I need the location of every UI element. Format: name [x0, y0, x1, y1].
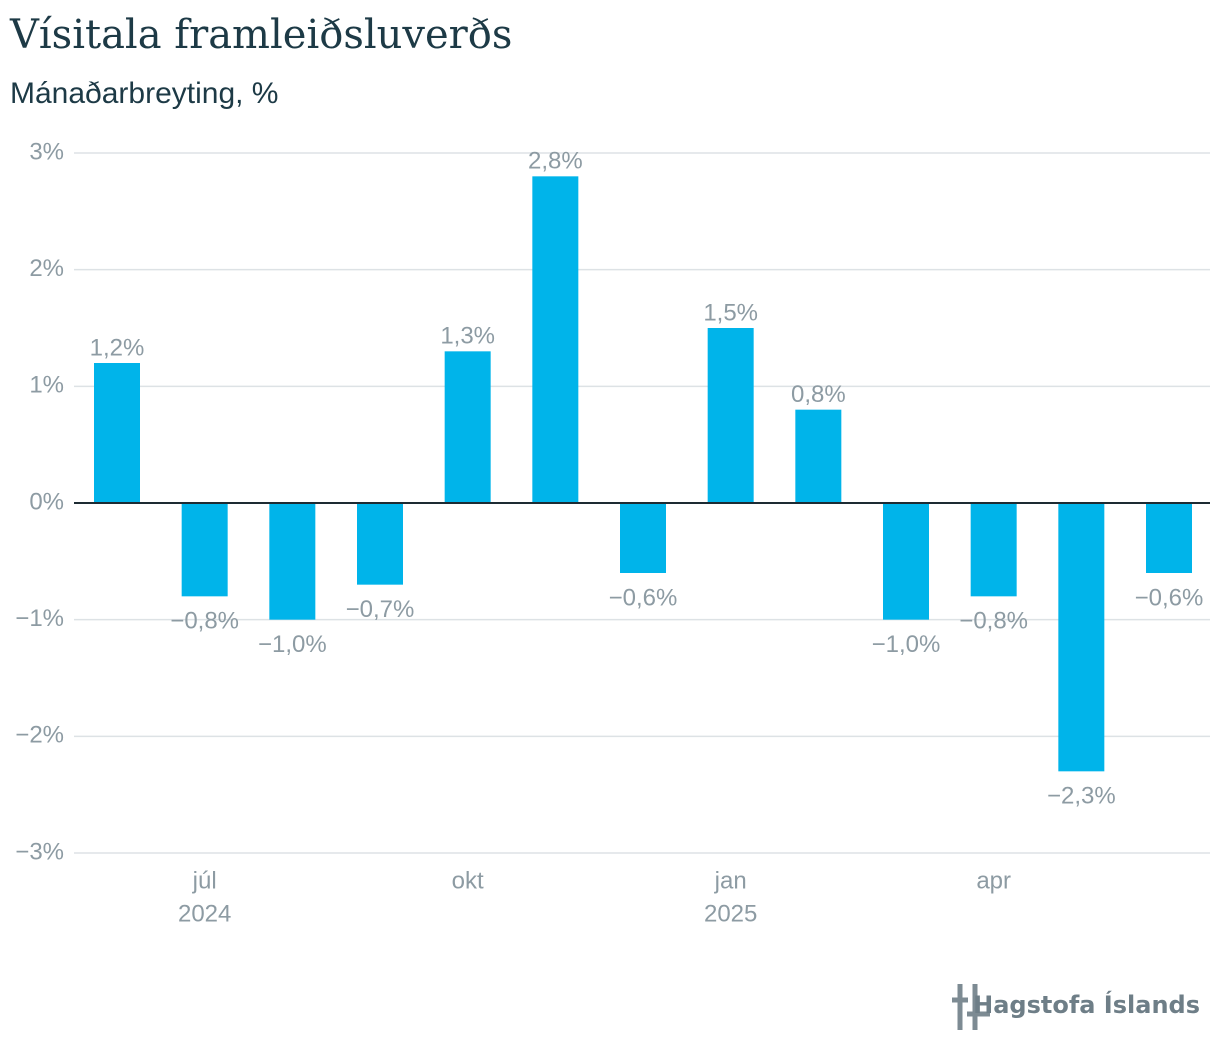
y-tick-label: −3% [15, 838, 64, 865]
bar [795, 409, 842, 503]
value-label: 1,3% [440, 323, 495, 350]
value-label: 0,8% [791, 381, 846, 408]
source: Hagstofa Íslands [973, 990, 1200, 1019]
chart-title: Vísitala framleiðsluverðs [9, 12, 512, 58]
value-label: −1,0% [258, 631, 327, 658]
y-tick-label: −2% [15, 722, 64, 749]
value-label: −0,8% [959, 608, 1028, 635]
x-tick-label: okt [452, 867, 484, 894]
x-tick-label: apr [976, 867, 1011, 894]
bar [532, 176, 579, 504]
y-tick-label: 0% [29, 488, 64, 515]
bar [970, 503, 1017, 597]
y-tick-label: 3% [29, 138, 64, 165]
x-tick-label: júl [192, 867, 217, 894]
bar [883, 503, 929, 620]
x-tick-label: jan [714, 867, 747, 894]
value-label: −0,7% [346, 596, 415, 623]
bar [269, 503, 316, 620]
x-year-label: 2025 [704, 900, 757, 927]
bar [707, 328, 754, 503]
x-year-label: 2024 [178, 900, 231, 927]
y-tick-label: −1% [15, 605, 64, 632]
chart-subtitle: Mánaðarbreyting, % [10, 77, 278, 110]
bar [620, 503, 666, 573]
value-label: −0,6% [609, 584, 678, 611]
value-label: −0,8% [170, 608, 239, 635]
value-label: −1,0% [872, 631, 941, 658]
bar [181, 503, 228, 597]
value-label: 2,8% [528, 148, 583, 175]
value-label: −2,3% [1047, 783, 1116, 810]
y-tick-label: 2% [29, 255, 64, 282]
value-label: −0,6% [1135, 584, 1204, 611]
bar [94, 363, 140, 503]
value-label: 1,5% [703, 299, 758, 326]
bar [1146, 503, 1192, 573]
value-label: 1,2% [90, 334, 145, 361]
bar [1058, 503, 1105, 772]
logo [952, 984, 990, 1030]
bar [357, 503, 403, 585]
y-tick-label: 1% [29, 372, 64, 399]
bar [444, 351, 491, 503]
